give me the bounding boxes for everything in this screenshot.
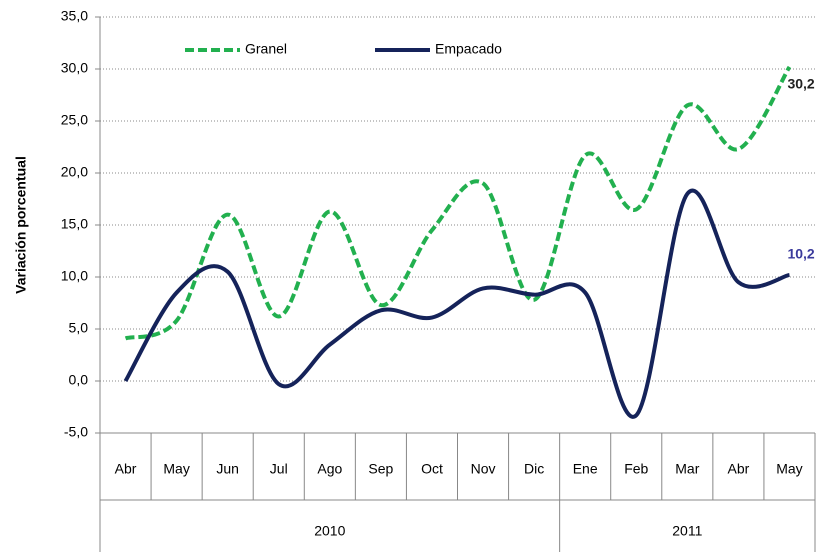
series-line <box>124 65 792 341</box>
series-line <box>123 188 791 419</box>
x-tick-label: May <box>776 461 802 477</box>
x-tick-label: Jul <box>270 461 288 477</box>
y-tick-label: 15,0 <box>61 216 88 232</box>
x-tick-label: Abr <box>115 461 137 477</box>
x-tick-label: Sep <box>368 461 393 477</box>
x-tick-label: Feb <box>624 461 648 477</box>
y-tick-label: 30,0 <box>61 60 88 76</box>
y-tick-label: 25,0 <box>61 112 88 128</box>
x-tick-label: Mar <box>675 461 699 477</box>
group-label: 2010 <box>314 523 345 539</box>
y-tick-label: 10,0 <box>61 268 88 284</box>
data-label: 30,2 <box>787 76 814 92</box>
x-tick-label: Ene <box>573 461 598 477</box>
y-tick-label: 20,0 <box>61 164 88 180</box>
x-tick-label: Nov <box>471 461 496 477</box>
y-axis-label: Variación porcentual <box>13 156 29 294</box>
x-tick-label: Abr <box>727 461 749 477</box>
x-tick-label: Ago <box>317 461 342 477</box>
y-tick-label: -5,0 <box>64 424 88 440</box>
legend-label: Empacado <box>435 41 502 57</box>
data-label: 10,2 <box>787 246 814 262</box>
legend-label: Granel <box>245 41 287 57</box>
y-tick-label: 5,0 <box>69 320 89 336</box>
x-tick-label: Jun <box>216 461 239 477</box>
x-tick-label: Dic <box>524 461 544 477</box>
x-tick-label: Oct <box>421 461 443 477</box>
y-tick-label: 0,0 <box>69 372 89 388</box>
y-tick-label: 35,0 <box>61 8 88 24</box>
x-tick-label: May <box>163 461 189 477</box>
group-label: 2011 <box>672 523 702 539</box>
